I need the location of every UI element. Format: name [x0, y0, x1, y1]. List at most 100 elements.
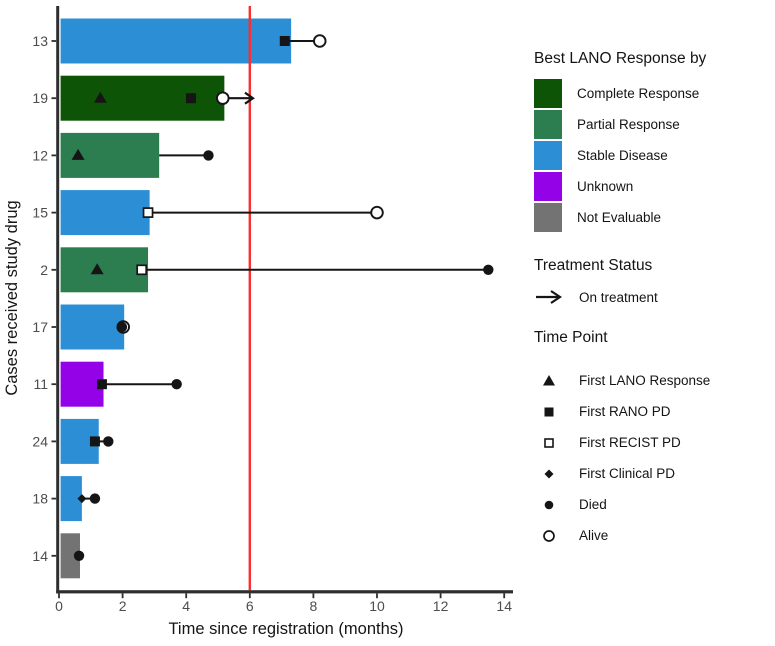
marker-died-case-11 [171, 379, 182, 390]
y-tick-label-case-2: 2 [40, 262, 48, 278]
marker-first-rano-pd-case-24 [89, 436, 100, 447]
marker-died-case-18 [89, 493, 101, 504]
marker-alive-case-19 [216, 91, 230, 105]
y-axis-title: Cases received study drug [3, 200, 21, 395]
y-tick-label-case-17: 17 [32, 319, 48, 335]
y-tick-label-case-14: 14 [32, 548, 48, 564]
marker-died-case-14 [73, 550, 85, 561]
marker-first-recist-pd-case-15 [142, 207, 154, 218]
timepoint-label: Alive [579, 528, 609, 543]
bar-case-18 [60, 476, 82, 522]
bar-case-13 [60, 18, 292, 64]
timepoint-label: First Clinical PD [579, 466, 676, 481]
marker-first-clinical-pd-case-18 [77, 494, 87, 504]
response-label: Unknown [577, 179, 634, 194]
y-tick-label-case-11: 11 [33, 376, 48, 392]
legend-timepoint-item: First RANO PD [534, 396, 774, 427]
bar-case-11 [60, 361, 104, 407]
marker-first-rano-pd-case-13 [279, 36, 290, 46]
response-color-swatch [534, 79, 562, 108]
diamond-filled-icon [544, 469, 554, 478]
legend-timepoint-item: Died [534, 489, 774, 520]
arrow-right-icon [536, 290, 562, 304]
marker-died-case-24 [103, 436, 114, 447]
marker-died-case-17 [116, 321, 128, 333]
x-tick-label: 0 [55, 598, 63, 614]
legend-treatment-title: Treatment Status [534, 257, 653, 274]
legend-response-item: Not Evaluable [534, 202, 774, 233]
timepoint-symbol [534, 527, 564, 545]
legend-response-item: Complete Response [534, 78, 774, 109]
legend-response-title: Best LANO Response by [534, 50, 707, 67]
response-color-swatch [534, 203, 562, 232]
legend-response-item: Unknown [534, 171, 774, 202]
x-tick-label: 10 [369, 598, 385, 614]
marker-died-case-12 [203, 150, 214, 161]
x-tick-label: 14 [496, 598, 512, 614]
response-label: Partial Response [577, 117, 680, 132]
legend-timepoint-title: Time Point [534, 329, 608, 346]
circle-filled-icon [544, 500, 554, 509]
marker-first-recist-pd-case-2 [136, 264, 148, 276]
legend-timepoint-item: Alive [534, 520, 774, 551]
y-tick-label-case-15: 15 [32, 205, 48, 221]
y-tick-label-case-13: 13 [32, 33, 48, 49]
y-tick-label-case-18: 18 [32, 491, 48, 507]
x-axis-title: Time since registration (months) [168, 620, 403, 638]
bar-case-14 [60, 533, 80, 579]
response-label: Complete Response [577, 86, 700, 101]
x-tick-label: 6 [246, 598, 254, 614]
response-label: Stable Disease [577, 148, 668, 163]
marker-alive-case-15 [370, 205, 384, 220]
timepoint-symbol [534, 372, 564, 390]
response-color-swatch [534, 141, 562, 170]
square-filled-icon [544, 407, 554, 416]
legend-response-item: Partial Response [534, 109, 774, 140]
response-label: Not Evaluable [577, 210, 662, 225]
legend-treatment-items: On treatment [534, 288, 774, 306]
timepoint-label: Died [579, 497, 607, 512]
legend-timepoint-item: First RECIST PD [534, 427, 774, 458]
timepoint-symbol [534, 496, 564, 514]
marker-first-lano-response-case-12 [71, 148, 85, 160]
treatment-symbol [534, 288, 564, 306]
legend: Best LANO Response by Complete Response P… [534, 0, 774, 551]
x-tick-label: 4 [182, 598, 190, 614]
timepoint-label: First RANO PD [579, 404, 671, 419]
timepoint-symbol [534, 465, 564, 483]
y-tick-label-case-12: 12 [32, 147, 48, 163]
triangle-filled-icon [543, 374, 555, 385]
timepoint-symbol [534, 403, 564, 421]
x-tick-label: 2 [119, 598, 127, 614]
timepoint-symbol [534, 434, 564, 452]
timepoint-label: First LANO Response [579, 373, 711, 388]
legend-timepoint-item: First LANO Response [534, 365, 774, 396]
x-axis-line [56, 590, 513, 594]
circle-open-icon [543, 529, 555, 542]
marker-died-case-2 [483, 264, 494, 275]
timepoint-label: First RECIST PD [579, 435, 681, 450]
on-treatment-arrowhead-case-19 [244, 91, 255, 105]
legend-timepoint-item: First Clinical PD [534, 458, 774, 489]
y-axis-line [56, 6, 60, 594]
bar-case-19 [60, 75, 225, 121]
marker-first-rano-pd-case-11 [96, 379, 107, 390]
x-tick-label: 12 [433, 598, 449, 614]
legend-response-item: Stable Disease [534, 140, 774, 171]
marker-first-lano-response-case-19 [93, 91, 107, 103]
response-color-swatch [534, 110, 562, 139]
square-open-icon [544, 437, 554, 448]
marker-first-rano-pd-case-19 [185, 93, 196, 104]
legend-timepoint-items: First LANO Response First RANO PD First RE… [534, 365, 774, 551]
bar-case-2 [60, 247, 149, 293]
marker-first-lano-response-case-2 [90, 263, 104, 275]
bar-case-15 [60, 190, 150, 236]
response-color-swatch [534, 172, 562, 201]
treatment-label: On treatment [579, 289, 658, 305]
marker-alive-case-13 [313, 34, 327, 48]
bar-case-17 [60, 304, 125, 350]
x-tick-label: 8 [310, 598, 318, 614]
y-tick-label-case-24: 24 [32, 433, 48, 449]
